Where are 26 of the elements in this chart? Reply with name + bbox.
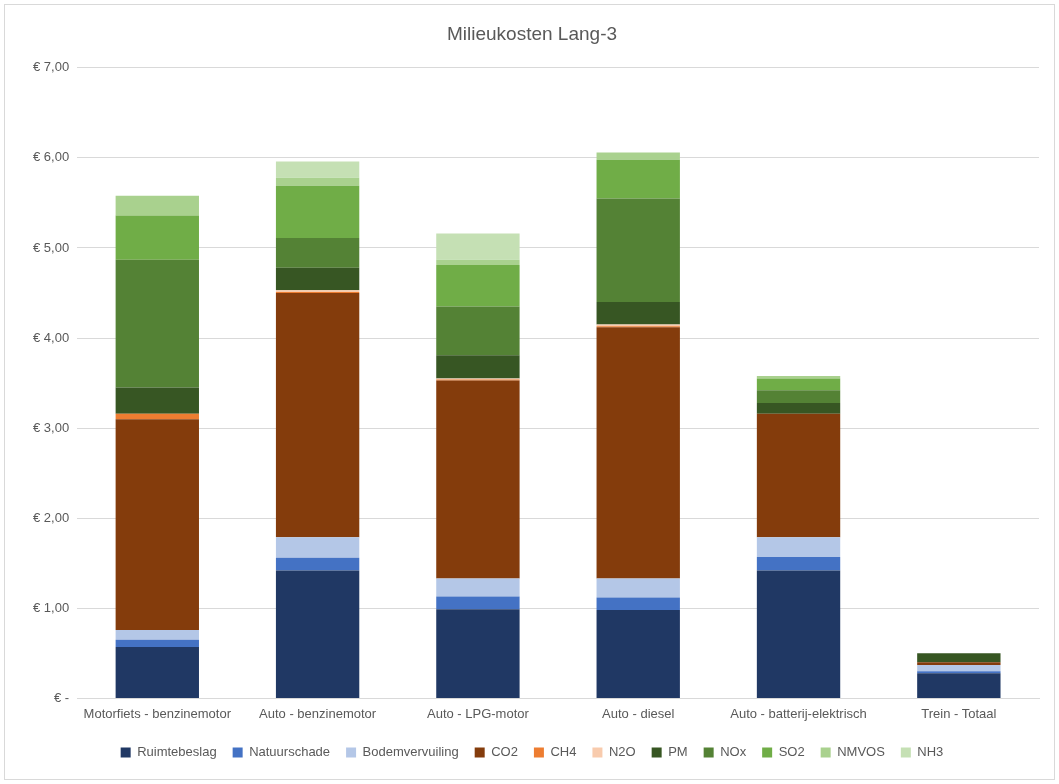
x-tick-label: Auto - diesel	[602, 705, 675, 721]
y-tick-label: € 1,00	[32, 599, 70, 615]
legend-label: NH3	[917, 744, 944, 760]
x-tick-label: Trein - Totaal	[921, 705, 997, 721]
y-tick-label: € 3,00	[32, 419, 70, 435]
legend-label: SO2	[778, 744, 805, 760]
legend-label: CH4	[550, 744, 577, 760]
chart-title: Milieukosten Lang-3	[446, 22, 618, 44]
y-tick-label: € 5,00	[32, 239, 70, 255]
legend-label: PM	[668, 744, 688, 760]
x-tick-label: Auto - batterij-elektrisch	[730, 705, 867, 721]
legend-label: Bodemvervuiling	[362, 744, 459, 760]
y-tick-label: € 7,00	[32, 59, 70, 75]
x-tick-label: Motorfiets - benzinemotor	[83, 705, 232, 721]
legend-label: CO2	[491, 744, 518, 760]
legend-label: NMVOS	[837, 744, 886, 760]
legend-label: Natuurschade	[249, 744, 331, 760]
x-tick-label: Auto - benzinemotor	[259, 705, 377, 721]
y-tick-label: € 4,00	[32, 329, 70, 345]
y-tick-label: € 6,00	[32, 149, 70, 165]
legend-label: NOx	[720, 744, 747, 760]
y-tick-label: € -	[53, 689, 70, 705]
x-tick-label: Auto - LPG-motor	[426, 705, 530, 721]
legend-label: N2O	[608, 744, 636, 760]
legend-label: Ruimtebeslag	[137, 744, 217, 760]
y-tick-label: € 2,00	[32, 509, 70, 525]
